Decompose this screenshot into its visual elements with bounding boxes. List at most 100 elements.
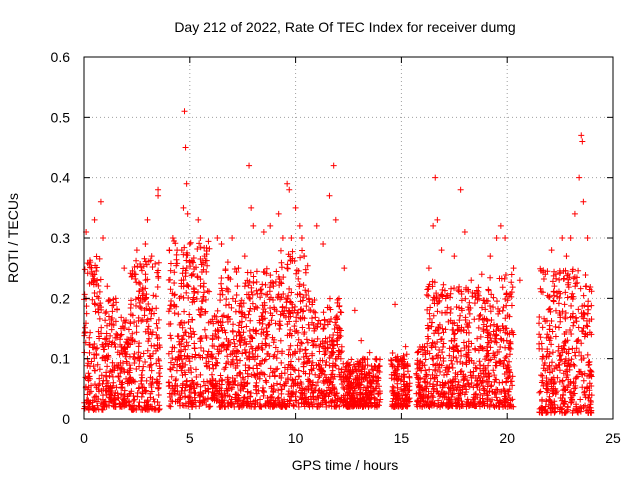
data-point <box>356 382 363 389</box>
data-point <box>145 402 152 409</box>
data-point <box>416 374 423 381</box>
data-point <box>345 378 352 385</box>
data-point <box>579 384 586 391</box>
data-point <box>92 308 99 315</box>
data-point <box>340 377 347 384</box>
data-point <box>414 349 421 356</box>
data-point <box>133 323 140 330</box>
data-point <box>207 403 214 410</box>
data-point <box>246 354 253 361</box>
data-point <box>376 363 383 370</box>
data-point <box>185 333 192 340</box>
data-point <box>81 330 88 337</box>
data-point <box>219 377 226 384</box>
data-point <box>450 354 457 361</box>
data-point <box>473 287 480 294</box>
data-point <box>584 351 591 358</box>
data-point <box>344 359 351 366</box>
data-point <box>586 404 593 411</box>
data-point <box>488 337 495 344</box>
data-point <box>337 333 344 340</box>
data-point <box>197 312 204 319</box>
data-point <box>441 394 448 401</box>
data-point <box>137 353 144 360</box>
data-point <box>485 371 492 378</box>
data-point <box>306 401 313 408</box>
data-point <box>451 330 458 337</box>
data-point <box>475 347 482 354</box>
data-points <box>81 108 595 416</box>
data-point <box>536 320 543 327</box>
data-point <box>210 382 217 389</box>
data-point <box>256 403 263 410</box>
data-point <box>247 317 254 324</box>
data-point <box>113 330 120 337</box>
data-point <box>222 364 229 371</box>
data-point <box>564 384 571 391</box>
data-point <box>575 306 582 313</box>
data-point <box>361 366 368 373</box>
data-point <box>436 297 443 304</box>
data-point <box>225 286 232 293</box>
data-point-peak <box>510 265 517 272</box>
data-point <box>271 336 278 343</box>
data-point <box>305 288 312 295</box>
data-point <box>149 264 156 271</box>
data-point <box>128 388 135 395</box>
data-point <box>475 400 482 407</box>
data-point <box>223 296 230 303</box>
data-point <box>168 397 175 404</box>
data-point <box>488 382 495 389</box>
data-point <box>357 402 364 409</box>
data-point <box>414 357 421 364</box>
data-point <box>561 275 568 282</box>
data-point <box>465 329 472 336</box>
data-point <box>215 334 222 341</box>
data-point <box>117 341 124 348</box>
data-point-peak <box>567 235 574 241</box>
data-point <box>218 348 225 355</box>
data-point <box>212 355 219 362</box>
data-point-peak <box>155 192 162 199</box>
data-point <box>101 354 108 361</box>
data-point <box>211 343 218 350</box>
data-point <box>434 378 441 385</box>
data-point <box>549 328 556 335</box>
data-point <box>320 309 327 316</box>
data-point <box>142 388 149 395</box>
data-point <box>500 361 507 368</box>
data-point <box>209 354 216 361</box>
data-point <box>430 355 437 362</box>
data-point <box>395 396 402 403</box>
data-point <box>422 356 429 363</box>
data-point <box>584 303 591 310</box>
data-point <box>472 294 479 301</box>
data-point <box>94 344 101 351</box>
data-point <box>250 273 257 280</box>
data-point <box>290 402 297 409</box>
data-point <box>245 311 252 318</box>
data-point <box>500 325 507 332</box>
data-point <box>262 356 269 363</box>
data-point <box>148 310 155 317</box>
data-point <box>508 302 515 309</box>
data-point <box>416 381 423 388</box>
data-point <box>484 334 491 341</box>
data-point <box>547 405 554 412</box>
data-point <box>295 373 302 380</box>
x-tick-label: 10 <box>288 430 304 446</box>
data-point <box>135 314 142 321</box>
data-point <box>103 377 110 384</box>
data-point <box>484 392 491 399</box>
data-point <box>492 362 499 369</box>
data-point <box>463 351 470 358</box>
data-point <box>572 315 579 322</box>
data-point <box>109 308 116 315</box>
data-point <box>185 403 192 410</box>
data-point <box>97 300 104 307</box>
data-point <box>242 367 249 374</box>
data-point <box>326 362 333 369</box>
data-point <box>252 327 259 334</box>
data-point <box>131 355 138 362</box>
data-point <box>219 319 226 326</box>
